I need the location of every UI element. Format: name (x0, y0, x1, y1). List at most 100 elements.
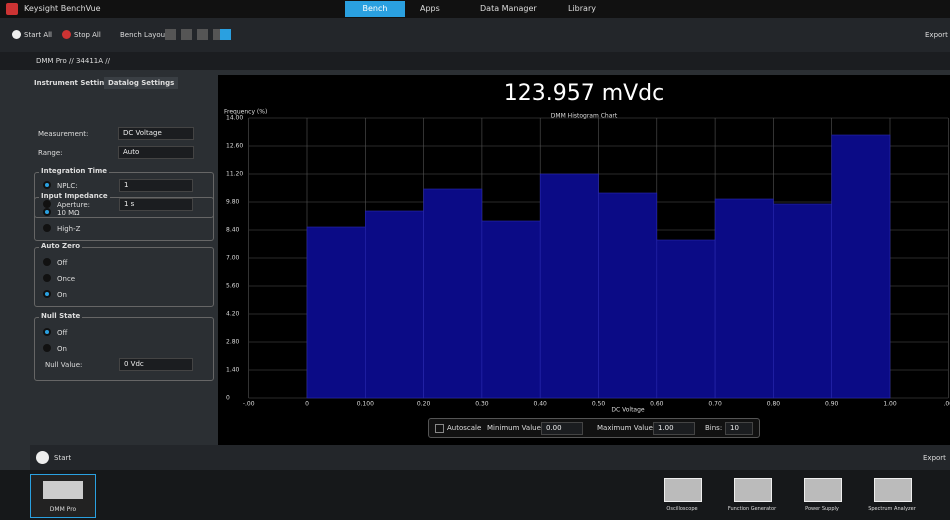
x-tick-label: 0 (305, 401, 309, 408)
export[interactable]: Export (923, 454, 946, 462)
group-title: Null State (39, 312, 82, 320)
bench-layout: Bench Layout: (120, 31, 170, 39)
tray-item[interactable]: DMM Pro (30, 474, 96, 518)
group: Auto Zero Off Once On (34, 247, 214, 307)
instrument-header: DMM Pro // 34411A // (0, 52, 950, 70)
group-title: Input Impedance (39, 192, 110, 200)
y-tick-label: 7.00 (226, 255, 240, 262)
x-tick-label: -.00 (243, 401, 255, 408)
bar (599, 193, 657, 398)
export[interactable]: Export A (925, 31, 950, 39)
tray-item[interactable]: Function Generator (720, 474, 784, 516)
chart-area: 123.957 mVdc DMM Histogram Chart Frequen… (218, 75, 950, 445)
option: Off (57, 259, 67, 267)
label: Bins: (705, 424, 722, 432)
stop-all[interactable]: Stop All (74, 31, 101, 39)
radio[interactable] (43, 274, 51, 282)
y-tick-label: 0 (226, 395, 230, 402)
tab[interactable]: Bench (345, 1, 405, 17)
layout-selected[interactable] (220, 29, 231, 40)
instrument-tab[interactable]: DMM Pro // 34411A // (36, 57, 110, 65)
y-tick-label: 1.40 (226, 367, 240, 374)
group: Input Impedance 10 MΩ High-Z (34, 197, 214, 241)
bar (832, 135, 890, 398)
y-tick-label: 5.60 (226, 283, 240, 290)
panel-tab[interactable]: Instrument Settings (34, 79, 113, 87)
radio[interactable] (43, 344, 51, 352)
x-tick-label: 0.90 (825, 401, 839, 408)
x-tick-label: 0.30 (475, 401, 489, 408)
instrument-tray: DMM Pro Oscilloscope Function Generator Po… (0, 470, 950, 520)
bar (657, 240, 715, 398)
dropdown[interactable]: DC Voltage (118, 127, 194, 140)
y-tick-label: 4.20 (226, 311, 240, 318)
page: Keysight BenchVue Bench Apps Data Manage… (0, 0, 950, 520)
y-tick-label: 9.80 (226, 199, 240, 206)
tray-item[interactable]: Oscilloscope (650, 474, 714, 516)
group-title: Integration Time (39, 167, 109, 175)
bar (482, 221, 540, 398)
autoscale: Autoscale (447, 424, 481, 432)
tab[interactable]: Data Manager (480, 4, 537, 13)
instrument-image (804, 478, 842, 502)
input[interactable]: 0 Vdc (119, 358, 193, 371)
chart-controls: Autoscale Minimum Value: 0.00 Maximum Va… (428, 418, 760, 438)
option: On (57, 291, 67, 299)
instrument-image (874, 478, 912, 502)
x-tick-label: .00 (944, 401, 950, 408)
option: Off (57, 329, 67, 337)
bottom-bar: Start Export (30, 445, 950, 470)
instrument-image (734, 478, 772, 502)
tab[interactable]: Apps (420, 4, 440, 13)
start-icon (36, 451, 49, 464)
x-tick-label: 0.100 (357, 401, 374, 408)
dropdown[interactable]: Auto (118, 146, 194, 159)
toolbar: Start All Stop All Bench Layout: Export … (0, 18, 950, 52)
start-all[interactable]: Start All (24, 31, 52, 39)
tray-label: DMM Pro (31, 506, 95, 513)
y-tick-label: 14.00 (226, 115, 243, 122)
radio[interactable] (43, 181, 51, 189)
bar (424, 189, 482, 398)
x-tick-label: 0.40 (534, 401, 548, 408)
input[interactable]: 1.00 (653, 422, 695, 435)
radio[interactable] (43, 208, 51, 216)
option: On (57, 345, 67, 353)
checkbox[interactable] (435, 424, 444, 433)
input[interactable]: 10 (725, 422, 753, 435)
tray-item[interactable]: Spectrum Analyzer (860, 474, 924, 516)
tab[interactable]: Library (568, 4, 596, 13)
option: Once (57, 275, 75, 283)
x-tick-label: 1.00 (883, 401, 897, 408)
x-tick-label: 0.50 (592, 401, 606, 408)
group: Null State Off On Null Value: 0 Vdc (34, 317, 214, 381)
app-title: Keysight BenchVue (24, 4, 101, 13)
x-tick-label: 0.20 (417, 401, 431, 408)
tray-item[interactable]: Power Supply (790, 474, 854, 516)
tray-label: Oscilloscope (650, 506, 714, 512)
label: Null Value: (45, 361, 82, 369)
x-tick-label: 0.60 (650, 401, 664, 408)
label: NPLC: (57, 182, 78, 190)
histogram-chart: DMM Histogram Chart Frequency (%) DC Vol… (218, 75, 950, 445)
radio[interactable] (43, 290, 51, 298)
y-tick-label: 8.40 (226, 227, 240, 234)
bar (540, 174, 598, 398)
instrument-image (664, 478, 702, 502)
y-tick-label: 2.80 (226, 339, 240, 346)
tray-label: Power Supply (790, 506, 854, 512)
chart-title: DMM Histogram Chart (551, 113, 618, 120)
label: Range: (38, 149, 63, 157)
y-tick-label: 12.60 (226, 143, 243, 150)
radio[interactable] (43, 258, 51, 266)
panel-tab[interactable]: Datalog Settings (104, 77, 178, 89)
radio[interactable] (43, 328, 51, 336)
x-tick-label: 0.80 (767, 401, 781, 408)
dropdown[interactable]: 1 (119, 179, 193, 192)
input[interactable]: 0.00 (541, 422, 583, 435)
option: High-Z (57, 225, 80, 233)
x-tick-label: 0.70 (708, 401, 722, 408)
radio[interactable] (43, 224, 51, 232)
bar (773, 204, 831, 398)
start[interactable]: Start (54, 454, 71, 462)
